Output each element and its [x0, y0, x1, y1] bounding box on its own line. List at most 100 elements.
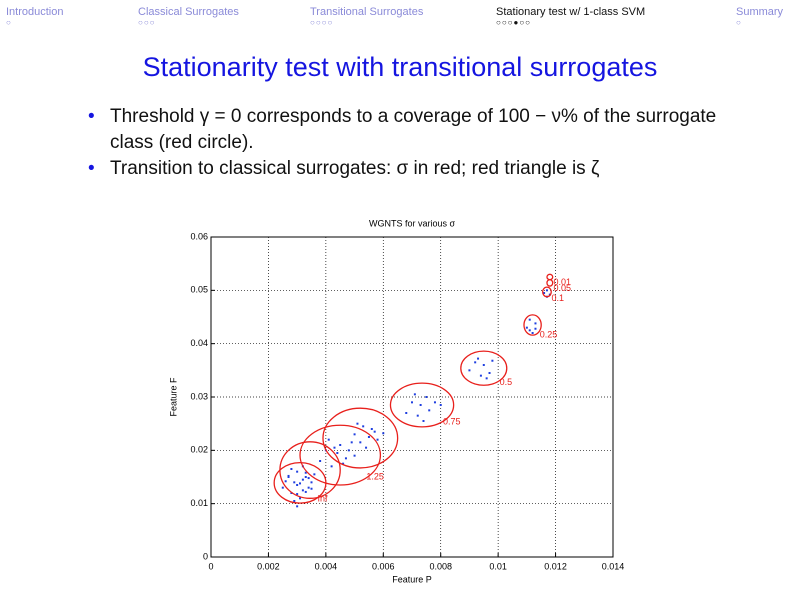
coverage-ellipse [546, 279, 554, 287]
slide-title: Stationarity test with transitional surr… [142, 52, 658, 82]
coverage-ellipse [542, 286, 552, 298]
point [416, 414, 419, 417]
point [359, 441, 362, 444]
coverage-ellipse [299, 424, 382, 486]
point [296, 470, 299, 473]
point [419, 404, 422, 406]
x-tick-label: 0.008 [429, 561, 452, 571]
x-tick-label: 0 [208, 561, 213, 571]
point [350, 441, 353, 444]
x-tick-label: 0.012 [544, 561, 567, 571]
y-tick-label: 0 [203, 551, 208, 561]
point [468, 369, 471, 372]
point [425, 396, 428, 398]
point [353, 433, 356, 436]
point [543, 292, 546, 294]
point [479, 374, 482, 377]
plot-frame [210, 236, 614, 558]
point [488, 372, 491, 374]
nav-dots: ○○○ [138, 18, 156, 27]
x-tick-label: 0.006 [372, 561, 395, 571]
point [304, 490, 307, 493]
point [333, 446, 336, 449]
x-tick-label: 0.01 [489, 561, 507, 571]
nav-label[interactable]: Introduction [6, 6, 64, 18]
point [367, 436, 370, 438]
nav-label[interactable]: Transitional Surrogates [310, 6, 424, 18]
point [545, 289, 548, 292]
point [304, 471, 307, 474]
point [336, 452, 339, 454]
point [304, 476, 307, 478]
point [477, 357, 480, 360]
nav-item[interactable]: Stationary test w/ 1-class SVM ○○○●○○ [496, 6, 645, 27]
point [433, 401, 436, 404]
x-axis-label: Feature P [392, 574, 432, 584]
point [307, 486, 310, 489]
point [428, 409, 431, 412]
point [362, 425, 365, 428]
point [310, 481, 313, 484]
coverage-ellipse [389, 382, 455, 428]
point [531, 332, 534, 334]
sigma-label: 0.1 [552, 293, 565, 303]
coverage-ellipse [523, 314, 542, 336]
nav-dots: ○ [6, 18, 12, 27]
sigma-label: 0.25 [540, 329, 558, 339]
sigma-label: 0.01 [554, 277, 572, 287]
point [365, 446, 368, 449]
point [313, 473, 316, 476]
coverage-ellipse [460, 350, 508, 386]
bullet: Threshold γ = 0 corresponds to a coverag… [88, 104, 738, 156]
point [485, 377, 488, 380]
nav-dots: ○○○○ [310, 18, 334, 27]
nav-item[interactable]: Summary ○ [736, 6, 783, 27]
point [310, 487, 313, 490]
nav-dots: ○○○●○○ [496, 18, 531, 27]
point [299, 497, 302, 500]
point [344, 457, 347, 460]
navigation: Introduction ○ Classical Surrogates ○○○ Tr… [0, 6, 800, 36]
x-tick-label: 0.002 [257, 561, 280, 571]
coverage-ellipse [322, 407, 399, 469]
point [482, 364, 485, 366]
y-tick-label: 0.04 [190, 338, 208, 348]
coverage-ellipse [546, 273, 554, 281]
point [422, 420, 425, 422]
nav-item[interactable]: Transitional Surrogates ○○○○ [310, 6, 423, 27]
point [281, 486, 284, 489]
point [287, 476, 290, 478]
point [534, 327, 537, 330]
x-tick-label: 0.014 [602, 561, 625, 571]
point [356, 422, 359, 425]
point [373, 430, 376, 433]
nav-item[interactable]: Classical Surrogates ○○○ [138, 6, 239, 27]
y-tick-label: 0.02 [190, 445, 208, 455]
y-tick-label: 0.05 [190, 285, 208, 295]
point [413, 393, 416, 396]
sigma-label: 0.5 [500, 377, 513, 387]
nav-label[interactable]: Stationary test w/ 1-class SVM [496, 6, 646, 18]
point [405, 412, 408, 414]
point [548, 293, 551, 296]
point [301, 478, 304, 481]
y-axis-label: Feature F [168, 377, 178, 417]
sigma-label: Inf [318, 493, 329, 503]
nav-label[interactable]: Summary [736, 6, 784, 18]
sigma-label: 0.05 [554, 283, 572, 293]
nav-label[interactable]: Classical Surrogates [138, 6, 239, 18]
point [534, 322, 537, 325]
sigma-label: 0.75 [443, 416, 461, 426]
point [347, 449, 350, 452]
y-tick-label: 0.03 [190, 391, 208, 401]
point [307, 477, 310, 480]
point [525, 326, 528, 329]
point [319, 460, 322, 462]
point [439, 404, 442, 406]
point [353, 454, 356, 457]
nav-item[interactable]: Introduction ○ [6, 6, 63, 27]
point [301, 489, 304, 492]
point [296, 484, 299, 486]
